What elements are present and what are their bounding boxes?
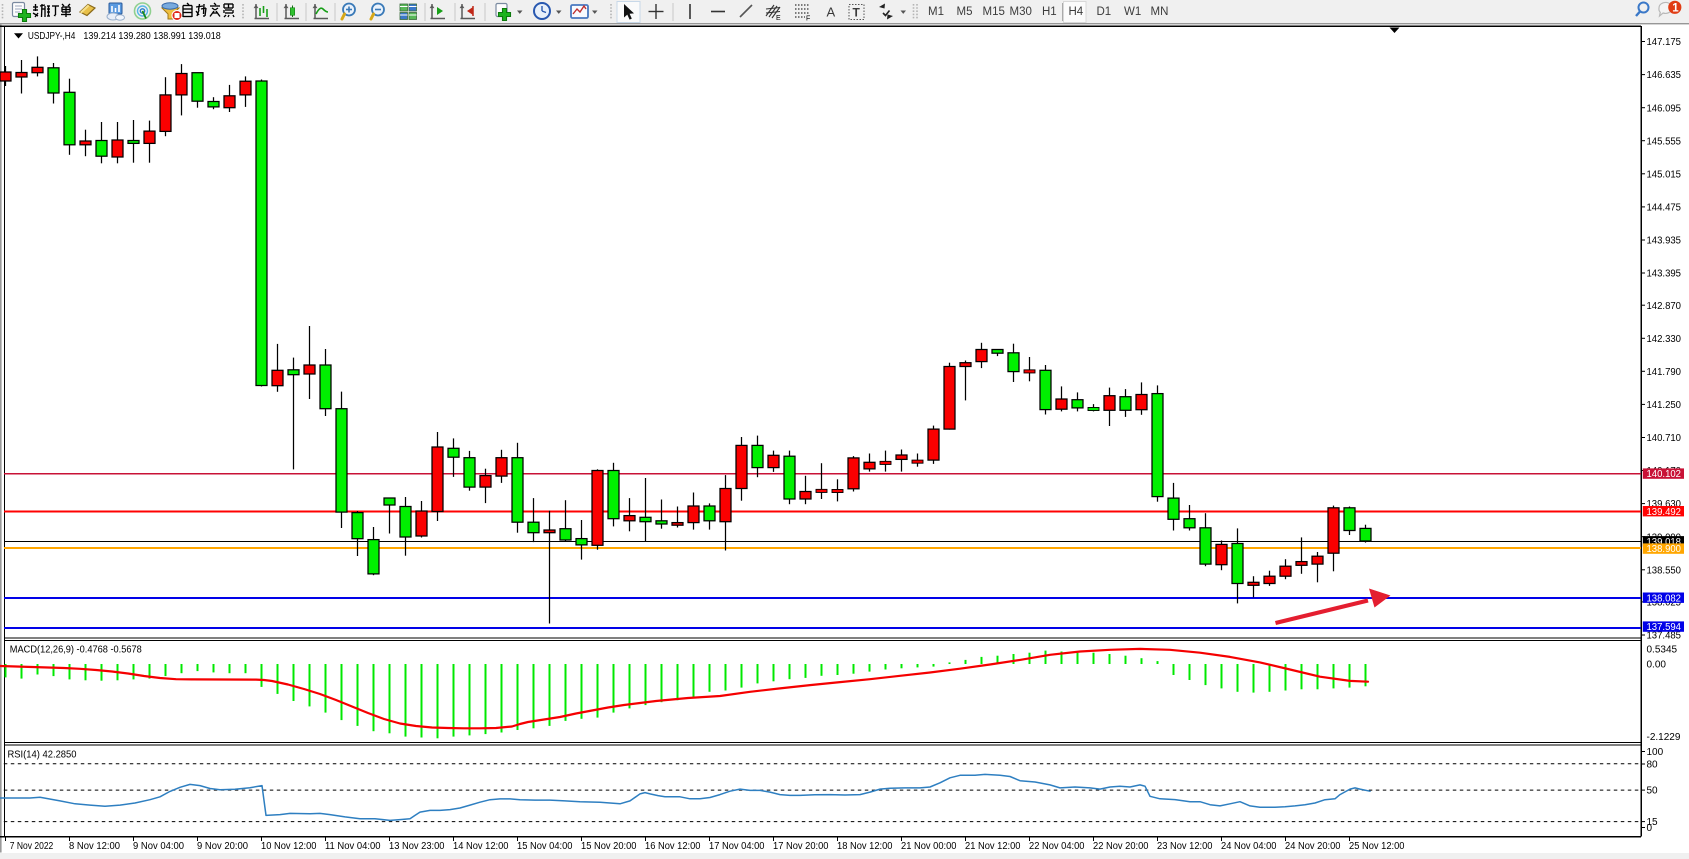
svg-text:17 Nov 20:00: 17 Nov 20:00 <box>773 841 829 852</box>
svg-text:22 Nov 20:00: 22 Nov 20:00 <box>1093 841 1149 852</box>
svg-text:137.485: 137.485 <box>1647 631 1682 642</box>
svg-text:17 Nov 04:00: 17 Nov 04:00 <box>709 841 765 852</box>
svg-text:138.025: 138.025 <box>1647 598 1682 609</box>
svg-text:MN: MN <box>1151 6 1169 18</box>
svg-text:147.175: 147.175 <box>1647 37 1682 48</box>
svg-text:11 Nov 04:00: 11 Nov 04:00 <box>325 841 381 852</box>
svg-text:140.710: 140.710 <box>1647 433 1682 444</box>
svg-text:10 Nov 12:00: 10 Nov 12:00 <box>261 841 317 852</box>
svg-text:21 Nov 00:00: 21 Nov 00:00 <box>901 841 957 852</box>
svg-text:F: F <box>806 16 810 23</box>
svg-text:9 Nov 04:00: 9 Nov 04:00 <box>133 841 184 852</box>
svg-text:139.214 139.280 138.991 139.01: 139.214 139.280 138.991 139.018 <box>83 30 220 42</box>
svg-text:T: T <box>853 6 861 20</box>
svg-text:137.594: 137.594 <box>1647 622 1682 633</box>
svg-text:139.492: 139.492 <box>1647 507 1682 518</box>
svg-text:0.5345: 0.5345 <box>1647 645 1678 656</box>
svg-text:138.900: 138.900 <box>1647 544 1682 555</box>
svg-text:A: A <box>827 5 836 20</box>
svg-text:142.330: 142.330 <box>1647 334 1682 345</box>
svg-text:-2.1229: -2.1229 <box>1647 732 1681 743</box>
svg-text:140.102: 140.102 <box>1647 469 1682 480</box>
svg-text:141.250: 141.250 <box>1647 400 1682 411</box>
svg-text:15 Nov 20:00: 15 Nov 20:00 <box>581 841 637 852</box>
svg-text:24 Nov 04:00: 24 Nov 04:00 <box>1221 841 1277 852</box>
svg-text:0.00: 0.00 <box>1647 660 1667 671</box>
svg-text:18 Nov 12:00: 18 Nov 12:00 <box>837 841 893 852</box>
svg-text:15 Nov 04:00: 15 Nov 04:00 <box>517 841 573 852</box>
svg-text:15: 15 <box>1647 817 1659 828</box>
svg-text:MACD(12,26,9) -0.4768 -0.5678: MACD(12,26,9) -0.4768 -0.5678 <box>10 644 142 656</box>
svg-text:0: 0 <box>1647 823 1653 834</box>
svg-text:14 Nov 12:00: 14 Nov 12:00 <box>453 841 509 852</box>
svg-text:146.635: 146.635 <box>1647 70 1682 81</box>
svg-text:143.395: 143.395 <box>1647 269 1682 280</box>
svg-text:145.555: 145.555 <box>1647 136 1682 147</box>
svg-text:W1: W1 <box>1124 6 1141 18</box>
svg-text:138.082: 138.082 <box>1647 593 1682 604</box>
svg-text:USDJPY-,H4: USDJPY-,H4 <box>28 30 76 42</box>
svg-text:M15: M15 <box>983 6 1005 18</box>
svg-text:8 Nov 12:00: 8 Nov 12:00 <box>69 841 120 852</box>
svg-text:M5: M5 <box>957 6 973 18</box>
svg-text:D1: D1 <box>1097 6 1112 18</box>
svg-text:138.550: 138.550 <box>1647 565 1682 576</box>
svg-text:24 Nov 20:00: 24 Nov 20:00 <box>1285 841 1341 852</box>
svg-text:146.095: 146.095 <box>1647 103 1682 114</box>
svg-text:141.790: 141.790 <box>1647 367 1682 378</box>
svg-text:21 Nov 12:00: 21 Nov 12:00 <box>965 841 1021 852</box>
svg-text:139.630: 139.630 <box>1647 499 1682 510</box>
svg-text:9 Nov 20:00: 9 Nov 20:00 <box>197 841 248 852</box>
svg-text:100: 100 <box>1647 747 1664 758</box>
svg-text:M1: M1 <box>928 6 944 18</box>
svg-text:M30: M30 <box>1010 6 1032 18</box>
svg-text:142.870: 142.870 <box>1647 301 1682 312</box>
svg-text:RSI(14) 42.2850: RSI(14) 42.2850 <box>8 749 77 761</box>
svg-text:E: E <box>776 15 781 22</box>
svg-text:22 Nov 04:00: 22 Nov 04:00 <box>1029 841 1085 852</box>
svg-text:23 Nov 12:00: 23 Nov 12:00 <box>1157 841 1213 852</box>
svg-text:80: 80 <box>1647 760 1659 771</box>
svg-text:13 Nov 23:00: 13 Nov 23:00 <box>389 841 445 852</box>
svg-text:H1: H1 <box>1042 6 1057 18</box>
svg-text:145.015: 145.015 <box>1647 169 1682 180</box>
svg-text:143.935: 143.935 <box>1647 236 1682 247</box>
svg-text:7 Nov 2022: 7 Nov 2022 <box>10 841 54 852</box>
svg-text:144.475: 144.475 <box>1647 203 1682 214</box>
svg-text:50: 50 <box>1647 786 1659 797</box>
svg-text:1: 1 <box>1672 3 1679 15</box>
svg-text:139.018: 139.018 <box>1647 537 1682 548</box>
svg-text:H4: H4 <box>1069 6 1084 18</box>
svg-text:16 Nov 12:00: 16 Nov 12:00 <box>645 841 701 852</box>
svg-text:25 Nov 12:00: 25 Nov 12:00 <box>1349 841 1405 852</box>
